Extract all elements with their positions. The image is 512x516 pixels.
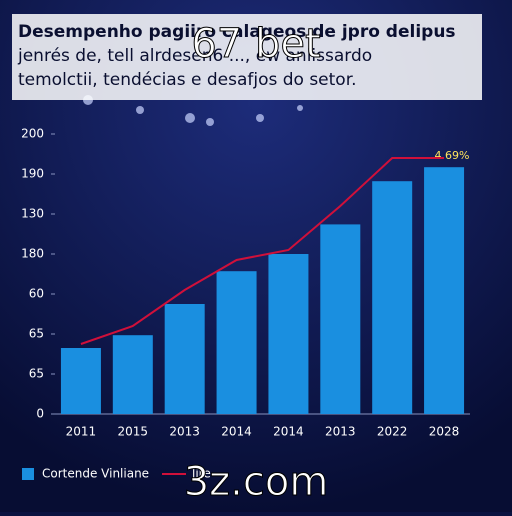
bar — [320, 224, 361, 414]
bar — [216, 271, 257, 414]
bar — [60, 348, 101, 414]
y-tick-label: 200 — [21, 127, 44, 141]
subtitle: temolctii, tendécias e desafjos do setor… — [18, 70, 357, 90]
bar — [164, 304, 205, 414]
bar — [424, 167, 465, 414]
x-tick-label: 2013 — [325, 425, 356, 439]
y-tick-label: 130 — [21, 207, 44, 221]
x-tick-label: 2028 — [429, 425, 460, 439]
watermark: 67 bet — [191, 21, 320, 67]
legend-swatch — [22, 468, 34, 480]
y-tick-label: 60 — [29, 287, 44, 301]
x-tick-label: 2022 — [377, 425, 408, 439]
x-tick-label: 2014 — [221, 425, 252, 439]
x-tick-label: 2014 — [273, 425, 304, 439]
annotation: 4.69% — [435, 149, 470, 162]
subtitle: jenrés de, tell alrdesen6 ..., ew anliss… — [17, 46, 372, 66]
legend-label: Cortende Vinliane — [42, 467, 149, 481]
title-box — [12, 14, 482, 100]
line — [80, 157, 445, 345]
bar — [268, 254, 309, 414]
x-tick-label: 2015 — [118, 425, 149, 439]
x-tick-label: 2013 — [169, 425, 200, 439]
bar — [112, 335, 153, 414]
x-tick-label: 2011 — [66, 425, 97, 439]
bar — [372, 181, 413, 414]
y-tick-label: 0 — [36, 407, 44, 421]
y-tick-label: 65 — [29, 327, 44, 341]
legend-label: lire — [192, 467, 211, 481]
y-tick-label: 190 — [21, 167, 44, 181]
y-tick-label: 65 — [29, 367, 44, 381]
chart-title: Desempenho pagiiro calageos de jpro deli… — [18, 22, 456, 42]
watermark: 3z.com — [184, 459, 329, 505]
y-tick-label: 180 — [21, 247, 44, 261]
